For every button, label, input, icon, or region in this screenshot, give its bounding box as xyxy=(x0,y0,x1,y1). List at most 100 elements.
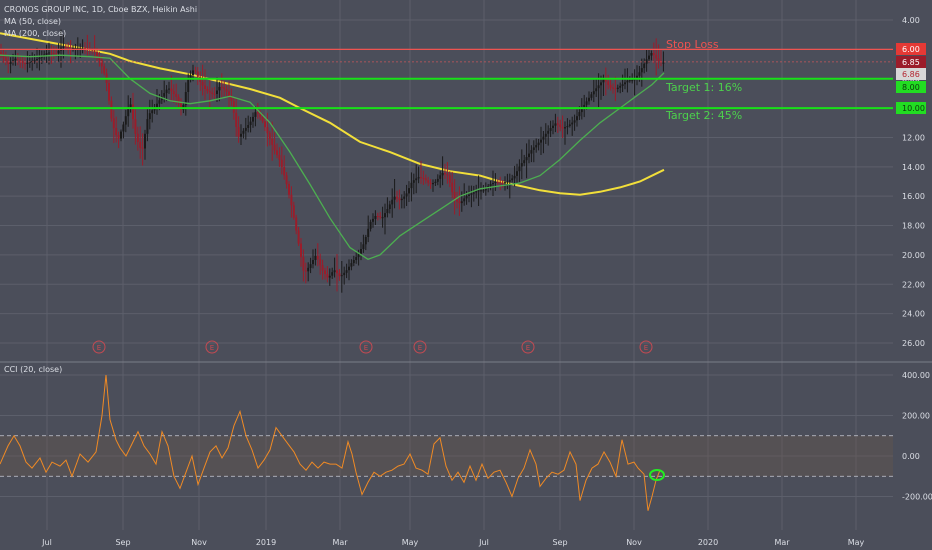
cci-axis[interactable]: 400.00 200.00 0.00 -200.00 xyxy=(902,371,932,502)
candle-body xyxy=(45,53,48,55)
ma50-legend: MA (50, close) xyxy=(4,17,61,26)
candle-body xyxy=(194,70,197,72)
candle-body xyxy=(568,124,571,126)
candle-body xyxy=(312,260,314,265)
candle-body xyxy=(19,59,22,62)
candle-body xyxy=(249,121,252,125)
candle-body xyxy=(187,79,190,92)
candle-body xyxy=(595,88,598,92)
candle-body xyxy=(355,257,358,260)
candle-body xyxy=(427,180,430,183)
candle-body xyxy=(110,100,113,119)
candle-body xyxy=(580,108,583,113)
price-tick-label: 26.00 xyxy=(902,339,925,348)
candle-body xyxy=(168,88,170,90)
candle-body xyxy=(240,133,242,137)
candle-body xyxy=(55,53,58,55)
candle-body xyxy=(232,101,235,113)
candle-body xyxy=(369,221,372,229)
earnings-marker[interactable]: E xyxy=(359,340,373,354)
ma200-line xyxy=(0,32,665,196)
candle-body xyxy=(412,180,415,183)
chart-title: CRONOS GROUP INC, 1D, Cboe BZX, Heikin A… xyxy=(4,5,197,14)
candle-body xyxy=(372,218,374,222)
candle-body xyxy=(480,190,482,192)
earnings-marker[interactable]: E xyxy=(413,340,427,354)
candle-body xyxy=(415,178,418,181)
candle-body xyxy=(12,60,14,63)
price-marker-label: 10.00 xyxy=(902,104,925,113)
candle-body xyxy=(460,201,463,204)
candle-body xyxy=(9,62,12,64)
time-tick-label: Sep xyxy=(115,538,130,547)
candle-body xyxy=(283,167,286,176)
earnings-marker[interactable]: E xyxy=(92,340,106,354)
earnings-marker[interactable]: E xyxy=(639,340,653,354)
candle-body xyxy=(38,57,41,60)
candle-body xyxy=(165,89,168,94)
candle-body xyxy=(235,112,238,127)
candle-body xyxy=(559,124,562,127)
time-tick-label: Nov xyxy=(626,538,642,547)
price-markers: 6.00 6.85 6.86 8.00 10.00 xyxy=(896,43,926,114)
earnings-marker[interactable]: E xyxy=(205,340,219,354)
chart-header: CRONOS GROUP INC, 1D, Cboe BZX, Heikin A… xyxy=(4,5,197,374)
candle-body xyxy=(528,153,530,158)
candle-body xyxy=(513,175,516,179)
candle-body xyxy=(468,194,470,196)
candle-body xyxy=(314,255,317,260)
candle-body xyxy=(57,50,60,54)
candle-body xyxy=(508,180,511,182)
candle-body xyxy=(67,47,70,49)
candle-body xyxy=(345,270,348,273)
price-marker-label: 6.85 xyxy=(902,58,920,67)
price-marker-bg xyxy=(896,102,926,114)
candle-body xyxy=(208,91,211,93)
candle-body xyxy=(273,144,276,151)
candle-body xyxy=(136,133,139,142)
cci-band xyxy=(0,435,893,477)
candle-body xyxy=(376,216,379,217)
candle-body xyxy=(607,81,610,85)
candle-body xyxy=(144,133,146,149)
time-tick-label: Nov xyxy=(191,538,207,547)
candle-body xyxy=(237,126,240,137)
price-marker: 6.00 xyxy=(896,43,926,55)
candle-body xyxy=(583,104,586,109)
ma50-layer xyxy=(0,54,665,261)
candle-body xyxy=(225,89,228,92)
candle-body xyxy=(244,127,247,131)
candle-body xyxy=(72,47,74,49)
time-axis[interactable]: Jul Sep Nov 2019 Mar May Jul Sep Nov 2020 Mar May xyxy=(41,538,864,547)
candle-body xyxy=(170,88,173,92)
candle-body xyxy=(554,123,557,126)
candle-body xyxy=(504,182,506,184)
candle-body xyxy=(604,79,607,82)
candle-body xyxy=(393,196,396,200)
candle-body xyxy=(420,177,422,179)
earnings-marker[interactable]: E xyxy=(521,340,535,354)
candle-body xyxy=(489,184,492,187)
candle-body xyxy=(192,70,194,76)
candle-body xyxy=(396,196,398,199)
candle-body xyxy=(643,63,646,69)
candle-body xyxy=(542,136,545,140)
cci-legend: CCI (20, close) xyxy=(4,365,62,374)
cci-pane[interactable] xyxy=(0,374,893,511)
candle-body xyxy=(410,182,413,189)
candle-body xyxy=(552,125,554,128)
candle-body xyxy=(348,266,350,271)
candle-body xyxy=(650,53,653,56)
candle-body xyxy=(463,198,466,202)
candle-body xyxy=(441,173,444,176)
candle-body xyxy=(228,91,230,97)
candle-body xyxy=(506,181,509,183)
candle-body xyxy=(218,86,221,91)
candle-body xyxy=(511,178,514,181)
earnings-marker-circle xyxy=(359,340,373,354)
target2-label: Target 2: 45% xyxy=(665,109,742,122)
candle-body xyxy=(540,139,542,143)
